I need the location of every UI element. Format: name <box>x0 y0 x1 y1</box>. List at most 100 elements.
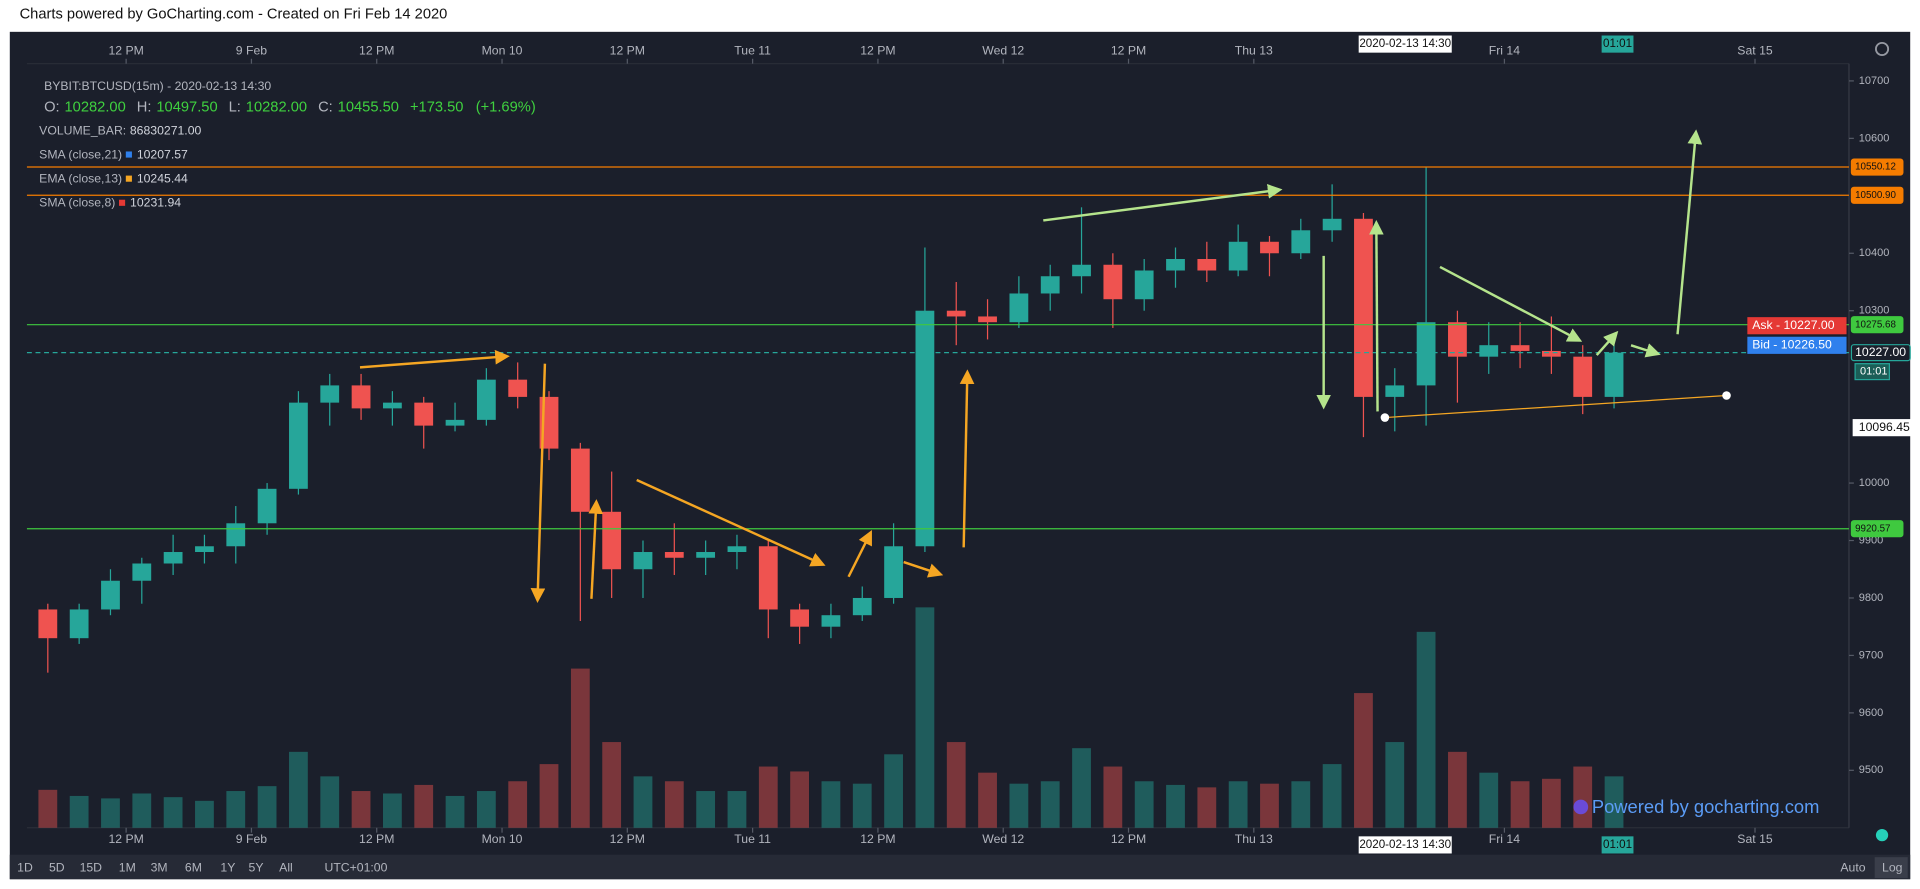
page-title: Charts powered by GoCharting.com - Creat… <box>20 7 448 23</box>
range-button[interactable]: 5Y <box>249 860 264 874</box>
countdown: 01:01 <box>1860 366 1888 378</box>
candle-body <box>758 546 778 610</box>
ohlc-value: 10455.50 <box>338 100 399 116</box>
candle-body <box>132 563 152 581</box>
arrow <box>636 478 826 567</box>
range-button[interactable]: 3M <box>151 860 168 874</box>
volume-bar <box>1479 772 1499 828</box>
candle-body <box>320 385 340 403</box>
price-level-tag <box>1850 186 1904 204</box>
ohlc-value: 10282.00 <box>64 100 125 116</box>
volume-bar <box>195 800 214 828</box>
candle-body <box>1479 345 1499 357</box>
volume-bar <box>633 776 653 828</box>
volume-bar <box>602 742 622 828</box>
bid-tag <box>1747 336 1847 354</box>
volume-bar <box>1072 748 1091 828</box>
ohlc-key: H: <box>137 100 152 116</box>
candle-body <box>1009 293 1029 323</box>
candle-body <box>289 402 308 489</box>
y-tick-label: 9800 <box>1859 592 1884 604</box>
volume-bar <box>289 751 308 828</box>
x-tick-label: 9 Feb <box>236 832 267 846</box>
volume-bar <box>382 793 402 828</box>
candle-body <box>570 448 590 512</box>
x-tick-label: 12 PM <box>359 44 394 58</box>
range-button[interactable]: 1D <box>17 860 33 874</box>
candle-body <box>1197 259 1217 271</box>
x-tick-label: 12 PM <box>108 44 143 58</box>
indicator-value: 10231.94 <box>130 196 181 210</box>
ask-label: Ask - 10227.00 <box>1752 318 1834 332</box>
trendline-handle[interactable] <box>1380 413 1390 422</box>
candle-body <box>1573 356 1593 397</box>
arrow <box>359 349 510 369</box>
candle-body <box>821 615 841 627</box>
candle-body <box>508 379 528 397</box>
indicator-name: VOLUME_BAR: <box>39 123 126 137</box>
x-tick-label: Thu 13 <box>1235 44 1273 58</box>
trendline-handle[interactable] <box>1722 391 1731 400</box>
scale-button[interactable]: Log <box>1882 860 1903 874</box>
arrow <box>1595 330 1619 356</box>
range-button[interactable]: 6M <box>185 860 202 874</box>
candle-body <box>790 609 810 627</box>
arrow <box>1439 265 1583 342</box>
crosshair-label: 2020-02-13 14:30 <box>1359 838 1451 851</box>
y-tick-label: 9700 <box>1859 649 1884 661</box>
watermark-logo <box>1573 799 1589 815</box>
candle-body <box>226 523 246 547</box>
volume-bar <box>790 771 810 828</box>
indicator-swatch <box>119 199 126 206</box>
candle-body <box>101 580 120 610</box>
candle-body <box>1260 241 1279 254</box>
arrow <box>530 363 547 603</box>
range-button[interactable]: 1Y <box>220 860 235 874</box>
arrow <box>588 499 604 599</box>
volume-bar <box>38 789 58 828</box>
settings-icon[interactable] <box>1875 41 1890 57</box>
price-level-tag <box>1850 344 1911 362</box>
candle-body <box>978 316 997 323</box>
range-button[interactable]: 1M <box>119 860 136 874</box>
trendline[interactable] <box>1384 394 1727 419</box>
candle-body <box>1541 350 1561 357</box>
volume-bar <box>69 795 89 828</box>
countdown: 01:01 <box>1603 838 1632 851</box>
header-bar <box>0 0 1920 32</box>
price-marker <box>1852 419 1914 437</box>
range-button[interactable]: All <box>279 860 293 874</box>
volume-bar <box>508 781 528 828</box>
y-tick-label: 10400 <box>1859 247 1890 259</box>
scale-button[interactable]: Auto <box>1840 860 1865 874</box>
arrow <box>903 560 944 578</box>
volume-bar <box>101 798 120 828</box>
volume-bar <box>884 754 903 828</box>
indicator-value: 86830271.00 <box>130 123 202 137</box>
candle-body <box>1291 230 1311 254</box>
arrow <box>1676 129 1703 335</box>
candle-body <box>382 402 402 409</box>
volume-bar <box>1197 787 1217 828</box>
symbol-label: BYBIT:BTCUSD(15m) - 2020-02-13 14:30 <box>44 79 271 93</box>
x-tick-label: 12 PM <box>1111 44 1146 58</box>
price-level-label: 10550.12 <box>1855 162 1896 173</box>
candle-body <box>884 546 903 598</box>
candle-body <box>602 511 622 570</box>
candle-body <box>445 419 465 426</box>
candle-body <box>1103 264 1123 300</box>
x-tick-label: 12 PM <box>860 44 895 58</box>
x-tick-label: 12 PM <box>610 44 645 58</box>
arrow <box>959 369 975 548</box>
candle-body <box>351 385 371 409</box>
timezone[interactable]: UTC+01:00 <box>324 860 387 874</box>
price-level-label: 10275.68 <box>1855 319 1896 330</box>
chart-background <box>9 31 1911 880</box>
volume-bar <box>1103 766 1123 828</box>
range-button[interactable]: 15D <box>80 860 103 874</box>
x-tick-label: Fri 14 <box>1489 44 1520 58</box>
range-button[interactable]: 5D <box>49 860 65 874</box>
volume-bar <box>1260 783 1279 828</box>
price-level-label: 9920.57 <box>1855 523 1890 534</box>
volume-bar <box>1604 776 1624 828</box>
